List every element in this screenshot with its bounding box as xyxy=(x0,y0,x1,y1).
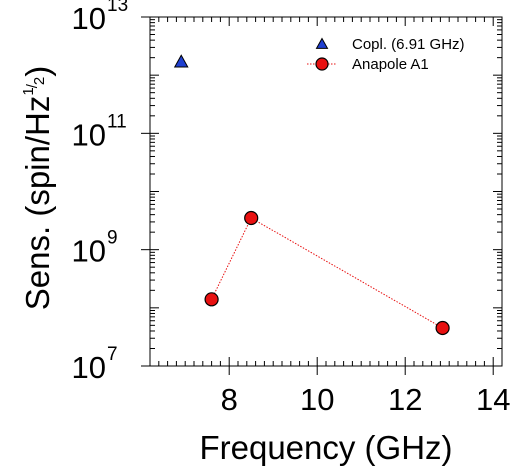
data-point-triangle xyxy=(173,54,189,68)
legend-label: Copl. (6.91 GHz) xyxy=(352,36,465,53)
data-point-circle xyxy=(435,320,450,336)
legend-label: Anapole A1 xyxy=(352,56,429,73)
legend-marker-circle xyxy=(315,57,329,71)
y-axis-title: Sens. (spin/Hz1/2) xyxy=(19,66,56,310)
y-axis-title-close: ) xyxy=(19,66,56,77)
data-point-circle xyxy=(204,292,219,307)
y-axis-title-main: Sens. (spin/Hz xyxy=(19,96,56,311)
y-tick-label: 10 xyxy=(72,234,106,269)
y-tick-exponent: 11 xyxy=(107,111,127,132)
svg-text:Sens. (spin/Hz1/2): Sens. (spin/Hz1/2) xyxy=(19,66,56,310)
y-tick-exponent: 7 xyxy=(107,344,118,365)
legend-marker-triangle xyxy=(315,37,329,49)
y-tick-label: 10 xyxy=(72,117,106,152)
plot-frame xyxy=(149,16,503,367)
data-point-circle xyxy=(244,210,259,226)
x-axis-ticks: 8 10 12 14 xyxy=(158,17,510,417)
data-series xyxy=(173,54,450,336)
y-axis-title-sup-den: 2 xyxy=(31,77,48,85)
y-tick-label: 10 xyxy=(72,1,106,36)
y-axis-title-slash: / xyxy=(24,83,41,88)
series-line xyxy=(211,217,443,329)
y-tick-exponent: 9 xyxy=(107,228,118,249)
y-tick-label: 10 xyxy=(72,350,106,385)
x-tick-label: 8 xyxy=(221,382,238,417)
x-axis-title: Frequency (GHz) xyxy=(199,429,452,466)
y-axis-title-sup-num: 1 xyxy=(20,87,37,95)
y-tick-exponent: 13 xyxy=(107,0,128,16)
x-tick-label: 14 xyxy=(476,382,510,417)
legend: Copl. (6.91 GHz) Anapole A1 xyxy=(307,36,465,73)
x-tick-label: 10 xyxy=(300,382,334,417)
x-tick-label: 12 xyxy=(388,382,422,417)
